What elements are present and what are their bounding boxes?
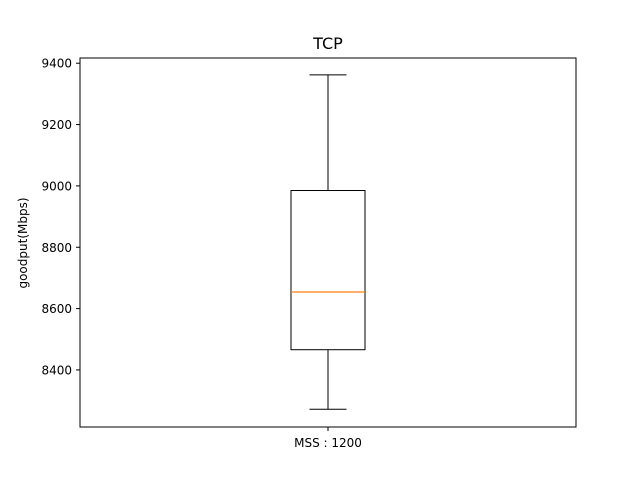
- plot-area: 8400 8600 8800 9000 9200 9400 MSS : 1200: [41, 57, 577, 450]
- chart-title: TCP: [312, 34, 343, 53]
- y-tick-label: 9400: [41, 57, 72, 71]
- y-tick-label: 9000: [41, 179, 72, 193]
- y-tick-label: 8800: [41, 241, 72, 255]
- interquartile-box: [290, 190, 366, 351]
- y-axis-label: goodput(Mbps): [16, 197, 30, 288]
- y-tick-label: 8600: [41, 302, 72, 316]
- x-tick-label: MSS : 1200: [294, 436, 362, 450]
- y-tick-label: 8400: [41, 363, 72, 377]
- y-tick-label: 9200: [41, 118, 72, 132]
